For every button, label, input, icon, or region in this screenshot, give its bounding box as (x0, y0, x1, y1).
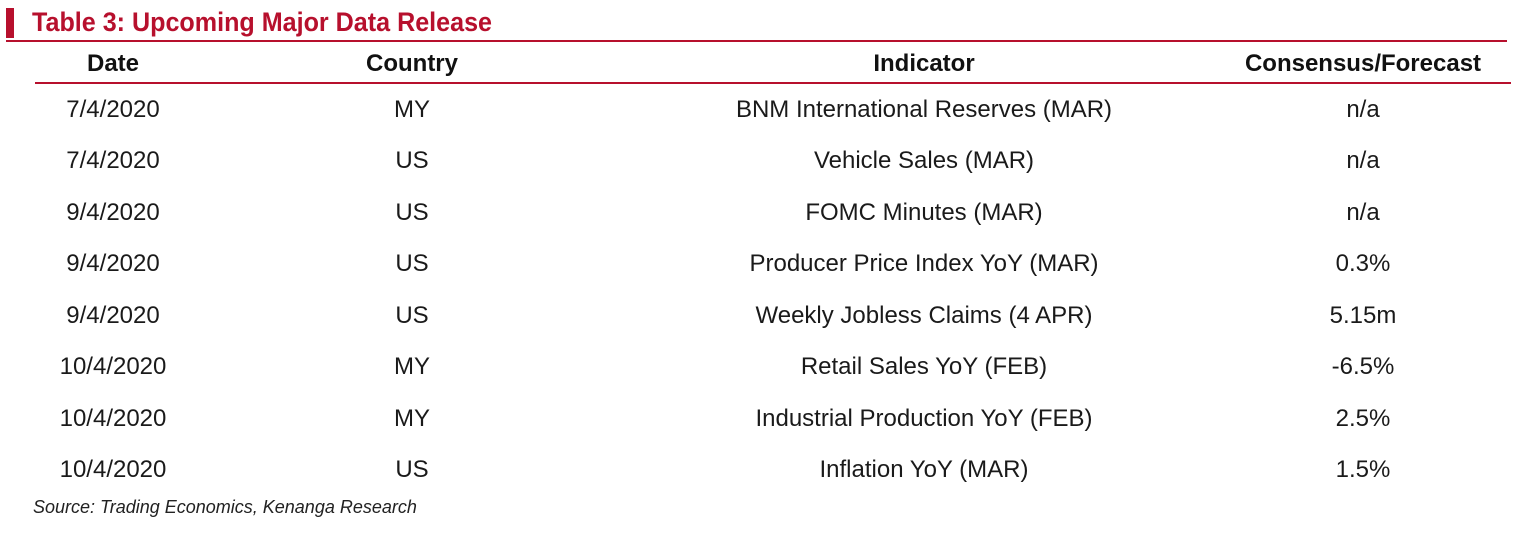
table-title: Table 3: Upcoming Major Data Release (32, 7, 493, 37)
cell-forecast: n/a (1346, 198, 1380, 226)
cell-indicator: Vehicle Sales (MAR) (813, 147, 1035, 175)
header-forecast: Consensus/Forecast (1215, 46, 1511, 84)
title-accent-bar (6, 8, 14, 38)
cell-forecast: 1.5% (1335, 456, 1391, 484)
cell-indicator: Inflation YoY (MAR) (819, 456, 1029, 484)
cell-indicator: Retail Sales YoY (FEB) (800, 353, 1048, 381)
table-row: 10/4/2020 US Inflation YoY (MAR) 1.5% (35, 445, 1511, 497)
cell-date: 10/4/2020 (59, 456, 167, 484)
cell-date: 9/4/2020 (66, 198, 160, 226)
cell-indicator: FOMC Minutes (MAR) (805, 198, 1043, 226)
cell-date: 9/4/2020 (66, 250, 160, 278)
cell-forecast: -6.5% (1331, 353, 1395, 381)
cell-date: 10/4/2020 (59, 353, 167, 381)
cell-forecast: 5.15m (1329, 301, 1397, 329)
cell-forecast: 2.5% (1335, 404, 1391, 432)
cell-forecast: 0.3% (1335, 250, 1391, 278)
cell-country: MY (394, 404, 430, 432)
table-title-bar: Table 3: Upcoming Major Data Release (6, 6, 1507, 42)
table-row: 9/4/2020 US Weekly Jobless Claims (4 APR… (35, 290, 1511, 342)
table-header-row: Date Country Indicator Consensus/Forecas… (35, 46, 1511, 84)
cell-forecast: n/a (1346, 147, 1380, 175)
cell-country: US (395, 198, 429, 226)
cell-country: US (395, 301, 429, 329)
cell-country: US (395, 147, 429, 175)
table-row: 9/4/2020 US Producer Price Index YoY (MA… (35, 239, 1511, 291)
data-release-table: Date Country Indicator Consensus/Forecas… (35, 46, 1511, 496)
table-row: 7/4/2020 US Vehicle Sales (MAR) n/a (35, 136, 1511, 188)
header-indicator: Indicator (633, 46, 1215, 84)
cell-country: MY (394, 353, 430, 381)
header-country: Country (191, 46, 633, 84)
header-date: Date (35, 46, 191, 84)
cell-forecast: n/a (1346, 95, 1380, 123)
table-row: 10/4/2020 MY Retail Sales YoY (FEB) -6.5… (35, 342, 1511, 394)
source-note: Source: Trading Economics, Kenanga Resea… (33, 497, 417, 517)
cell-country: US (395, 250, 429, 278)
cell-indicator: Producer Price Index YoY (MAR) (749, 250, 1099, 278)
cell-date: 7/4/2020 (66, 147, 160, 175)
cell-date: 7/4/2020 (66, 95, 160, 123)
cell-indicator: Weekly Jobless Claims (4 APR) (755, 301, 1093, 329)
table-row: 10/4/2020 MY Industrial Production YoY (… (35, 393, 1511, 445)
table-row: 9/4/2020 US FOMC Minutes (MAR) n/a (35, 187, 1511, 239)
cell-country: US (395, 456, 429, 484)
cell-indicator: BNM International Reserves (MAR) (735, 95, 1113, 123)
table-row: 7/4/2020 MY BNM International Reserves (… (35, 83, 1511, 136)
cell-date: 9/4/2020 (66, 301, 160, 329)
cell-date: 10/4/2020 (59, 404, 167, 432)
cell-country: MY (394, 95, 430, 123)
cell-indicator: Industrial Production YoY (FEB) (755, 404, 1093, 432)
